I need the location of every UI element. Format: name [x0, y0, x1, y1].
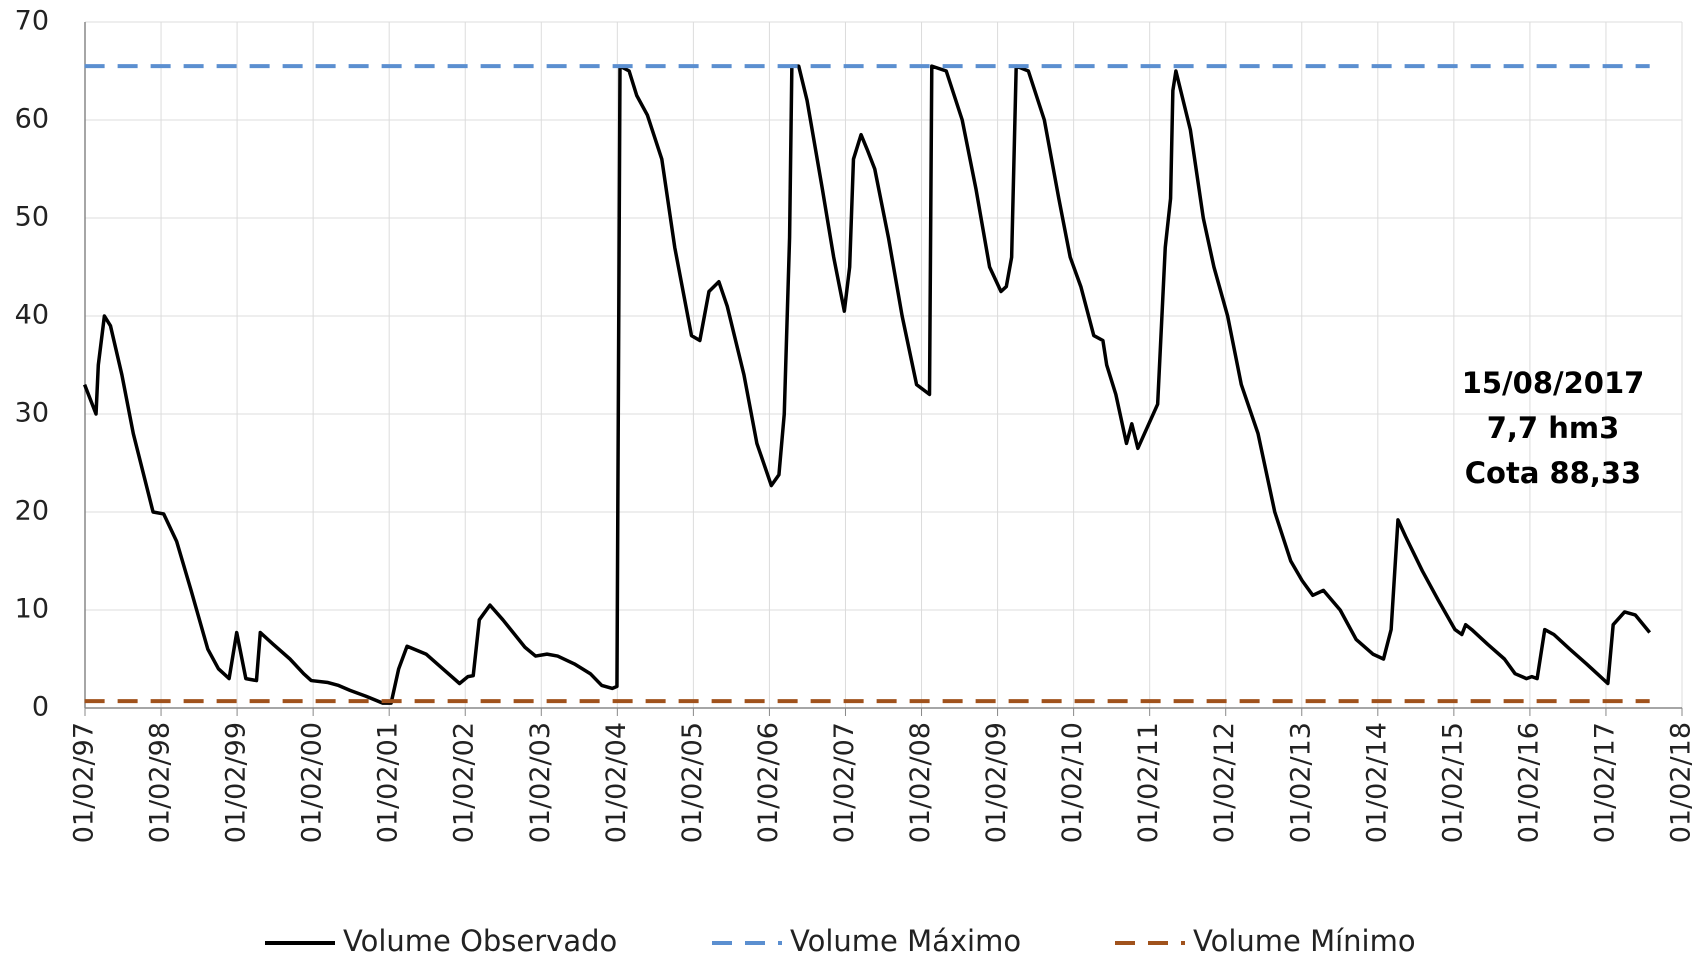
x-tick-label: 01/02/99 [221, 722, 252, 843]
x-tick-label: 01/02/09 [981, 722, 1012, 843]
legend-item: Volume Máximo [712, 924, 1021, 955]
x-tick-label: 01/02/02 [449, 722, 480, 843]
y-tick-label: 60 [15, 104, 49, 135]
legend-label: Volume Mínimo [1193, 924, 1416, 955]
x-tick-label: 01/02/10 [1057, 722, 1088, 843]
y-tick-label: 70 [15, 6, 49, 37]
x-tick-label: 01/02/14 [1361, 722, 1392, 843]
annotation: 15/08/2017 [1462, 366, 1645, 400]
x-tick-label: 01/02/06 [753, 722, 784, 843]
legend-item: Volume Mínimo [1115, 924, 1416, 955]
x-tick-label: 01/02/13 [1285, 722, 1316, 843]
y-tick-label: 50 [15, 202, 49, 233]
legend-item: Volume Observado [265, 924, 617, 955]
legend-label: Volume Máximo [790, 924, 1021, 955]
x-tick-label: 01/02/07 [829, 722, 860, 843]
x-tick-label: 01/02/15 [1437, 722, 1468, 843]
y-tick-label: 10 [15, 594, 49, 625]
x-tick-label: 01/02/03 [525, 722, 556, 843]
y-tick-label: 30 [15, 398, 49, 429]
annotation: 7,7 hm3 [1487, 411, 1620, 445]
y-tick-label: 20 [15, 496, 49, 527]
legend-label: Volume Observado [343, 924, 617, 955]
y-tick-label: 0 [32, 692, 49, 723]
x-tick-label: 01/02/98 [145, 722, 176, 843]
x-tick-label: 01/02/18 [1666, 722, 1697, 843]
series-line [82, 64, 1652, 705]
y-tick-label: 40 [15, 300, 49, 331]
x-tick-label: 01/02/97 [69, 722, 100, 843]
x-tick-label: 01/02/08 [905, 722, 936, 843]
x-tick-label: 01/02/04 [601, 722, 632, 843]
x-tick-label: 01/02/11 [1133, 722, 1164, 843]
x-tick-label: 01/02/05 [677, 722, 708, 843]
x-tick-label: 01/02/16 [1513, 722, 1544, 843]
x-tick-label: 01/02/12 [1209, 722, 1240, 843]
x-tick-label: 01/02/00 [297, 722, 328, 843]
annotation: Cota 88,33 [1465, 456, 1641, 490]
x-tick-label: 01/02/01 [373, 722, 404, 843]
x-tick-label: 01/02/17 [1589, 722, 1620, 843]
